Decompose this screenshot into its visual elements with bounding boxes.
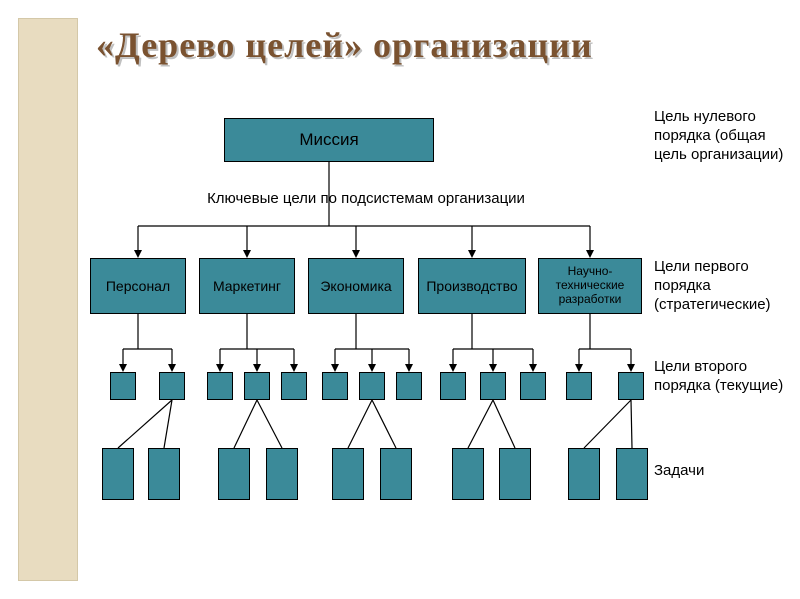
level3-node: [380, 448, 412, 500]
level3-node: [148, 448, 180, 500]
page-title: «Дерево целей» организации: [96, 24, 593, 66]
annotation: Цель нулевого порядка (общая цель органи…: [654, 108, 794, 164]
level2-node: [110, 372, 136, 400]
level2-node: [244, 372, 270, 400]
level3-node: [568, 448, 600, 500]
level3-node: [616, 448, 648, 500]
level1-node: Производство: [418, 258, 526, 314]
level2-node: [480, 372, 506, 400]
level1-node: Научно- технические разработки: [538, 258, 642, 314]
level2-node: [440, 372, 466, 400]
level3-node: [332, 448, 364, 500]
annotation: Цели второго порядка (текущие): [654, 358, 794, 396]
level2-node: [566, 372, 592, 400]
level1-node: Персонал: [90, 258, 186, 314]
node-mission: Миссия: [224, 118, 434, 162]
annotation: Цели первого порядка (стратегические): [654, 258, 794, 314]
level3-node: [452, 448, 484, 500]
level3-node: [102, 448, 134, 500]
level2-node: [520, 372, 546, 400]
level1-node: Экономика: [308, 258, 404, 314]
level2-node: [281, 372, 307, 400]
level2-node: [618, 372, 644, 400]
level3-node: [266, 448, 298, 500]
subtitle: Ключевые цели по подсистемам организации: [176, 190, 556, 207]
subtitle-text: Ключевые цели по подсистемам организации: [207, 190, 525, 207]
decorative-sidebar: [18, 18, 78, 581]
title-text: «Дерево целей» организации: [96, 25, 593, 65]
node-mission-label: Миссия: [299, 130, 358, 150]
level3-node: [499, 448, 531, 500]
annotation: Задачи: [654, 462, 794, 481]
level2-node: [359, 372, 385, 400]
level3-node: [218, 448, 250, 500]
level2-node: [396, 372, 422, 400]
level2-node: [207, 372, 233, 400]
level2-node: [159, 372, 185, 400]
level2-node: [322, 372, 348, 400]
level1-node: Маркетинг: [199, 258, 295, 314]
